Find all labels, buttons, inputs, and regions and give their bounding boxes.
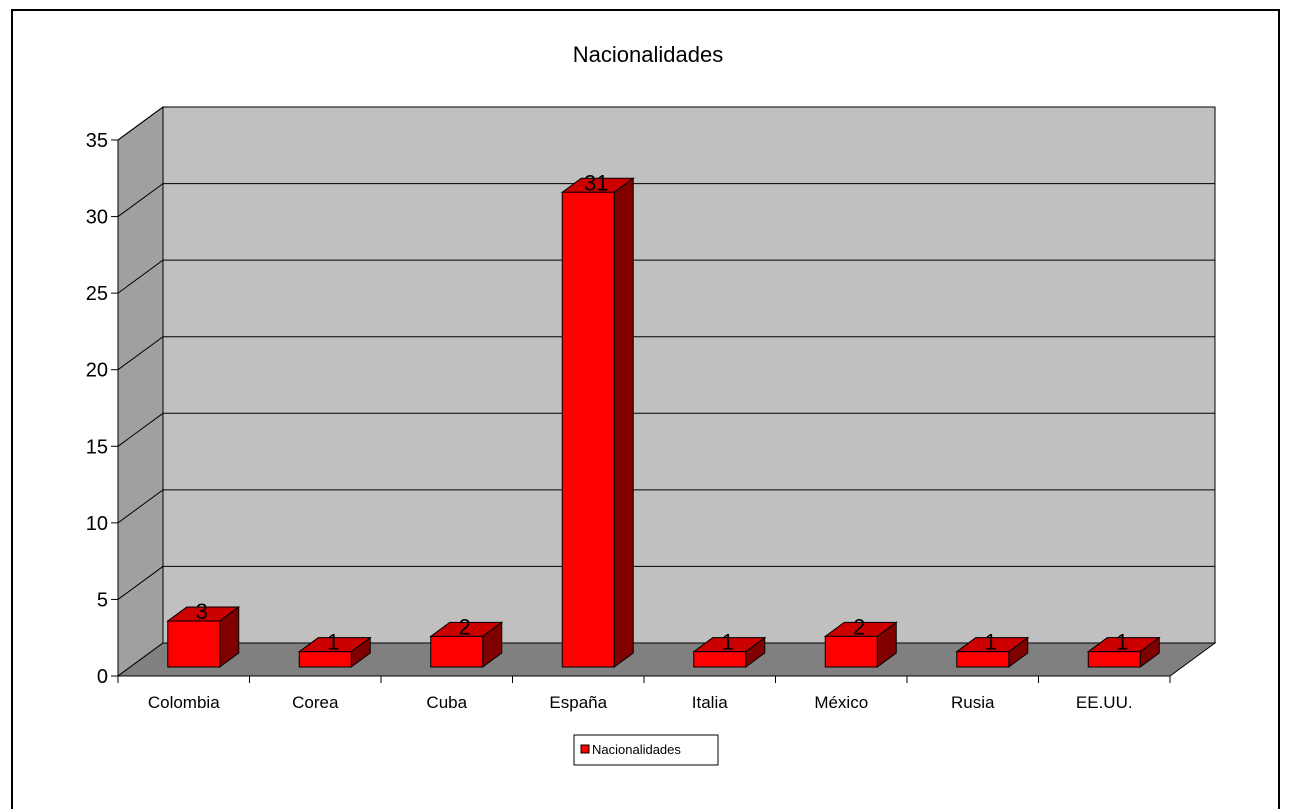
bar [692,636,767,668]
bar [297,636,372,668]
category-label: Italia [692,693,728,712]
data-label: 31 [584,170,608,195]
bar-front [167,620,221,668]
gridlines [117,106,1215,600]
bar [1086,636,1161,668]
bars [166,177,1161,668]
bar [429,621,504,668]
gridline [117,336,1215,371]
data-label: 1 [327,630,339,655]
y-tick-label: 25 [86,283,108,305]
category-label: Rusia [951,693,995,712]
y-tick-label: 20 [86,360,108,382]
data-label: 2 [853,614,865,639]
y-tick-label: 30 [86,207,108,229]
gridline [117,412,1215,447]
floor [116,642,1217,677]
category-label: Corea [292,693,339,712]
gridline [117,106,1215,141]
bar-side [613,177,634,668]
legend-label: Nacionalidades [592,742,681,757]
bar [560,177,635,668]
category-label: EE.UU. [1076,693,1133,712]
back-wall [162,106,1216,644]
bar [823,621,898,668]
bar-front [1087,651,1141,668]
bar-front [561,191,615,668]
gridline [117,183,1215,217]
labels: 3 Colombia 1 Corea 2 Cuba 31 España 1 Italia 2 Méxi… [148,170,1133,712]
axes: 0 5 10 15 20 25 30 35 [86,130,1171,688]
category-label: Cuba [426,693,467,712]
chart-walls [116,106,1217,677]
chart-title: Nacionalidades [573,42,723,67]
data-label: 2 [459,614,471,639]
category-label: España [549,693,607,712]
legend-swatch [580,744,590,754]
gridline [117,489,1215,524]
data-label: 1 [1116,630,1128,655]
bar-front [693,651,747,668]
bar-front [298,651,352,668]
bar [955,636,1030,668]
data-label: 1 [985,630,997,655]
bar [166,606,241,668]
legend-box [573,734,719,766]
gridline [117,565,1215,600]
y-tick-label: 35 [86,130,108,152]
y-tick-label: 10 [86,513,108,535]
bar-front [824,635,878,668]
gridline [117,259,1215,294]
y-tick-label: 15 [86,436,108,458]
data-label: 1 [722,630,734,655]
category-label: México [814,693,868,712]
y-tick-label: 0 [97,666,108,688]
bar-front [956,651,1010,668]
bar-front [430,635,484,668]
side-wall [117,106,164,677]
category-label: Colombia [148,693,220,712]
legend: Nacionalidades [573,734,719,766]
data-label: 3 [196,599,208,624]
y-tick-label: 5 [97,589,108,611]
